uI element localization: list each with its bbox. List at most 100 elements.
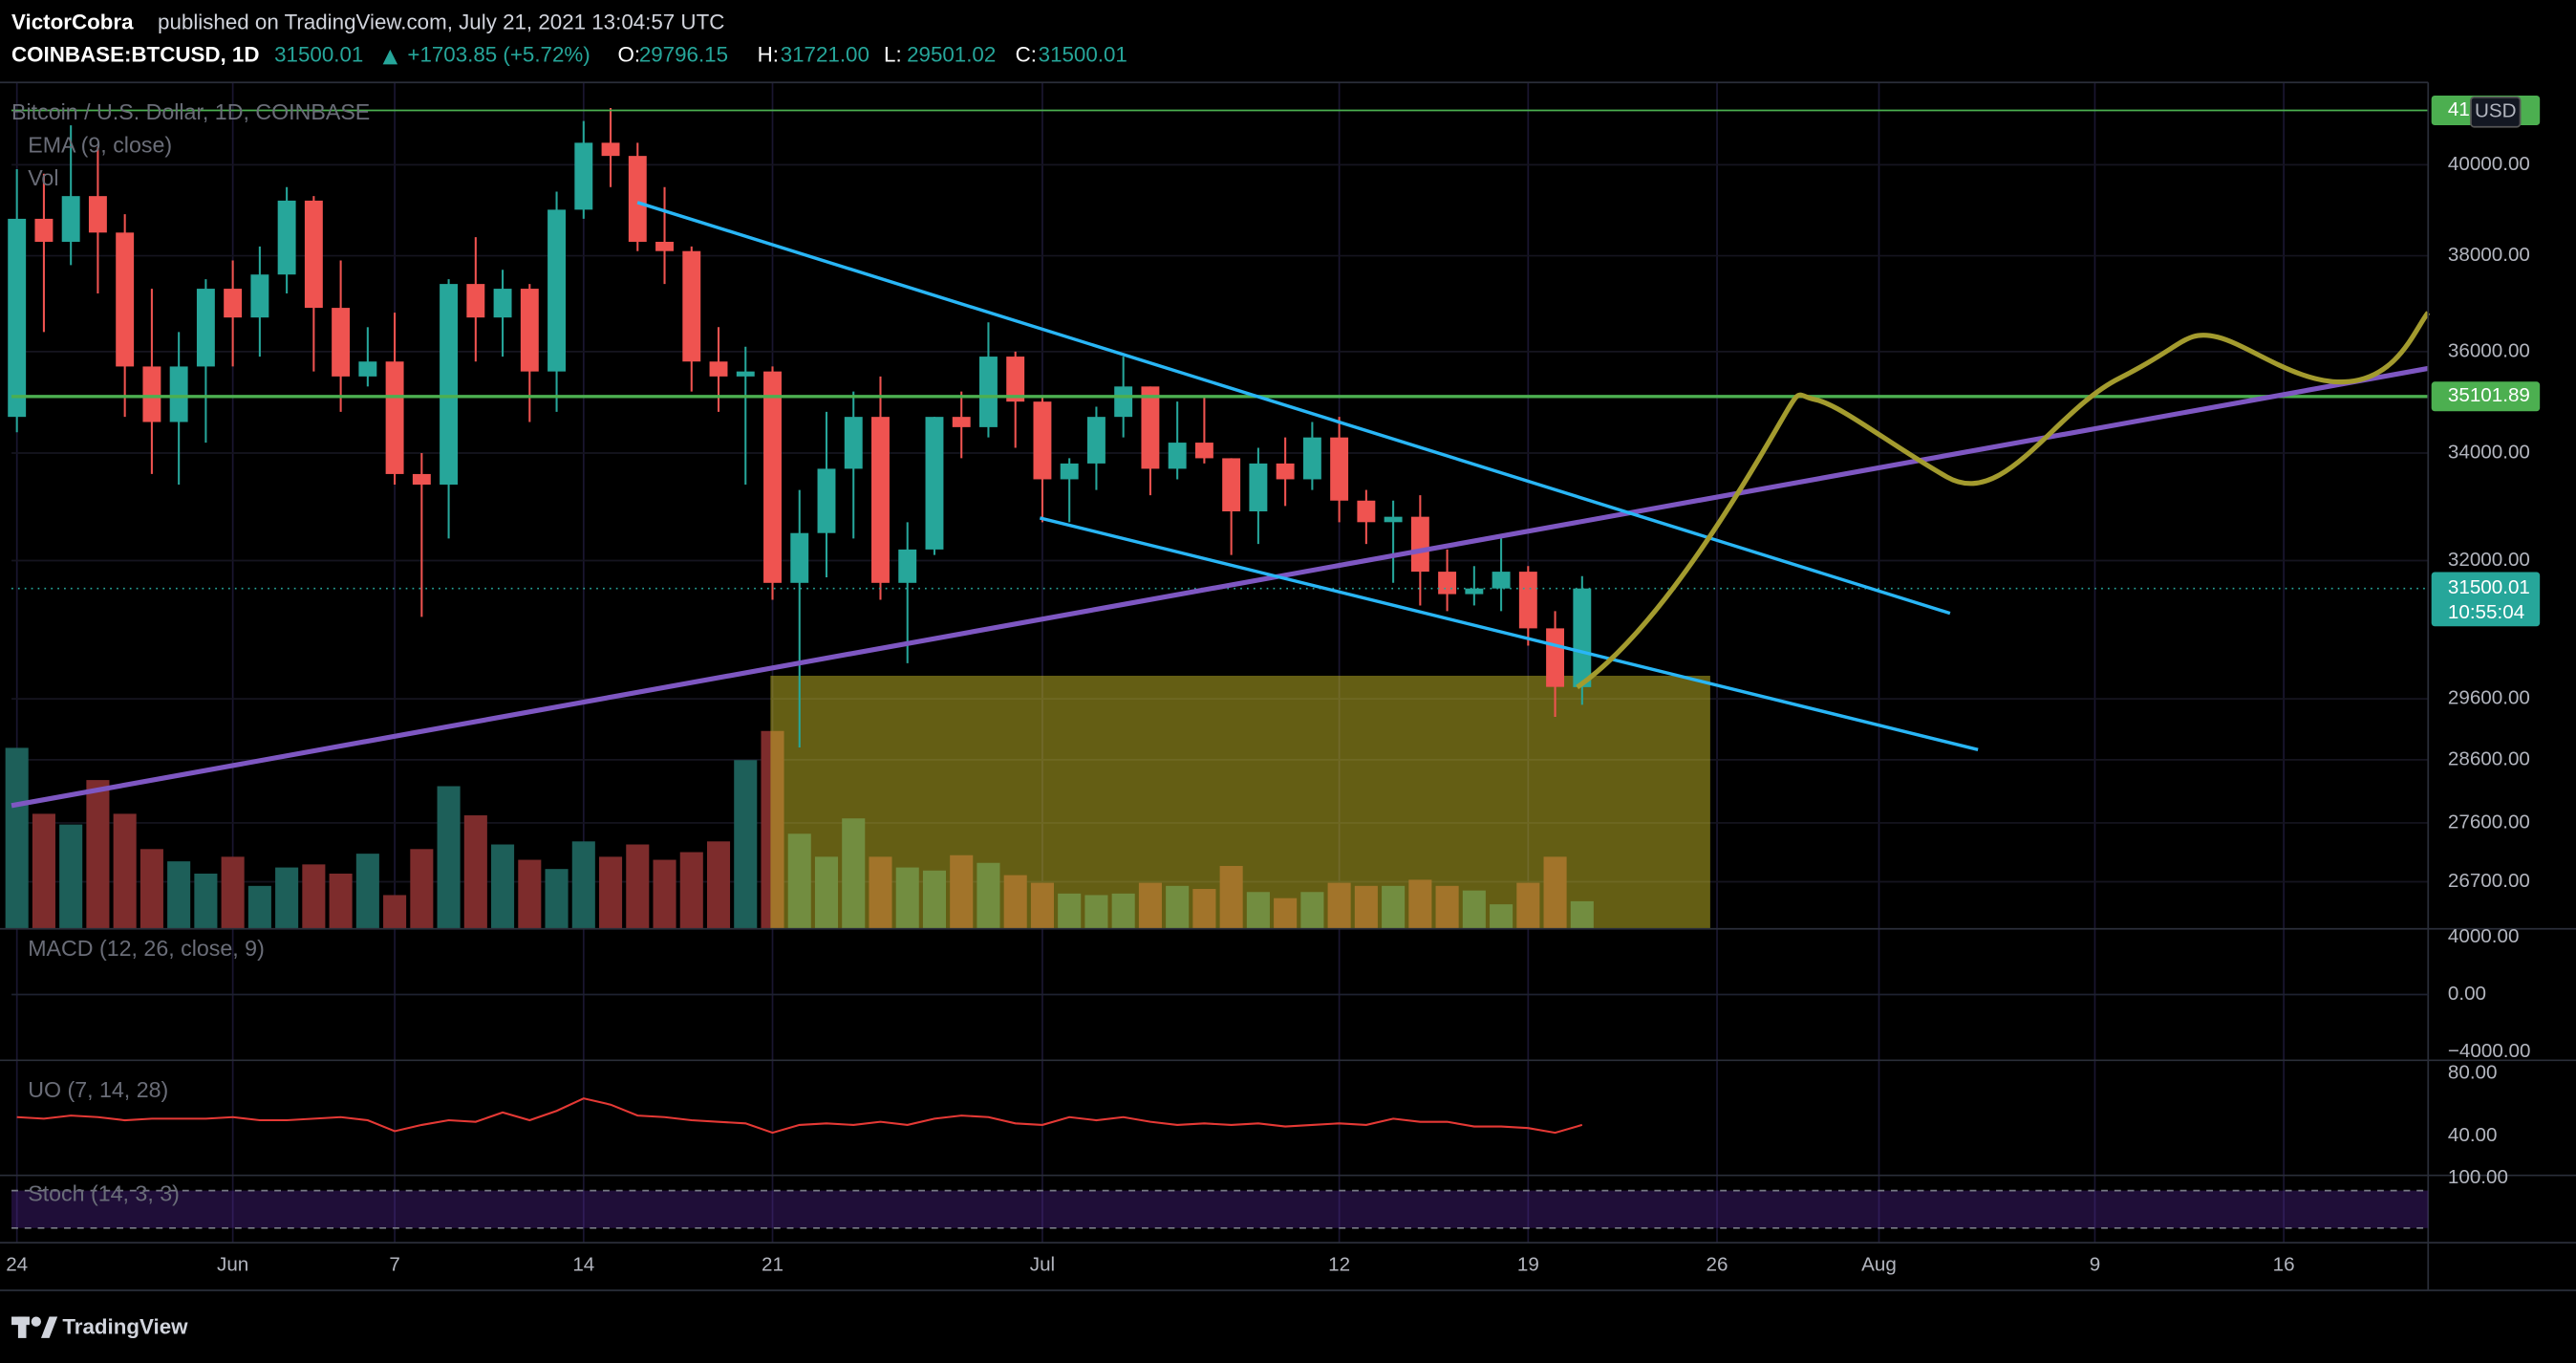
candle-body bbox=[1222, 458, 1241, 511]
published: published on TradingView.com, July 21, 2… bbox=[158, 10, 724, 33]
brand: TradingView bbox=[62, 1314, 188, 1338]
candle-body bbox=[844, 417, 863, 469]
candle-body bbox=[1194, 443, 1213, 459]
candle-body bbox=[116, 232, 135, 367]
author: VictorCobra bbox=[11, 10, 134, 33]
volume-bar bbox=[221, 856, 245, 929]
candle-layer bbox=[8, 108, 2429, 747]
volume-bar bbox=[194, 873, 218, 929]
candle-body bbox=[925, 417, 944, 550]
volume-bar bbox=[626, 844, 650, 929]
y-tick-label: 100.00 bbox=[2448, 1166, 2508, 1188]
y-tick-label: 4000.00 bbox=[2448, 925, 2520, 947]
x-tick-label: 19 bbox=[1517, 1254, 1539, 1276]
y-tick-label: −4000.00 bbox=[2448, 1040, 2531, 1062]
candle-body bbox=[763, 371, 782, 583]
y-tick-label: 32000.00 bbox=[2448, 549, 2530, 571]
x-tick-label: 21 bbox=[762, 1254, 784, 1276]
candle-body bbox=[1249, 463, 1268, 511]
chart-title: Bitcoin / U.S. Dollar, 1D, COINBASE bbox=[11, 99, 370, 124]
candle-body bbox=[1546, 628, 1565, 687]
candle-body bbox=[1492, 572, 1511, 589]
level-label: 35101.89 bbox=[2448, 384, 2530, 406]
volume-bar bbox=[167, 861, 191, 929]
candle-body bbox=[574, 142, 593, 210]
logo bbox=[11, 1316, 58, 1338]
volume-bar bbox=[410, 849, 434, 929]
candle-body bbox=[547, 209, 567, 372]
last-price: 31500.01 bbox=[274, 43, 363, 67]
volume-bar bbox=[86, 780, 110, 929]
candle-body bbox=[601, 142, 620, 157]
change: +1703.85 (+5.72%) bbox=[407, 43, 590, 67]
candle-body bbox=[1518, 572, 1537, 629]
candle-body bbox=[520, 289, 539, 372]
y-tick-label: 40.00 bbox=[2448, 1124, 2498, 1146]
last-price-badge bbox=[2431, 572, 2541, 627]
volume-bar bbox=[355, 854, 379, 929]
candle-body bbox=[34, 218, 54, 242]
volume-bar bbox=[32, 813, 55, 929]
channel-line bbox=[636, 201, 1951, 616]
candle-body bbox=[1573, 588, 1592, 687]
y-tick-label: 0.00 bbox=[2448, 983, 2486, 1005]
candle-body bbox=[466, 284, 485, 318]
x-tick-label: 12 bbox=[1328, 1254, 1350, 1276]
y-tick-label: 27600.00 bbox=[2448, 811, 2530, 833]
candle-body bbox=[1330, 437, 1349, 501]
candle-body bbox=[1276, 463, 1295, 480]
x-tick-label: Jun bbox=[217, 1254, 248, 1276]
candle-body bbox=[1114, 386, 1133, 418]
candle-body bbox=[1438, 572, 1457, 595]
volume-bar bbox=[518, 859, 542, 929]
volume-bar bbox=[734, 760, 758, 929]
x-tick-label: 14 bbox=[572, 1254, 594, 1276]
y-tick-label: 26700.00 bbox=[2448, 870, 2530, 892]
volume-bar bbox=[491, 844, 515, 929]
drawings bbox=[11, 201, 2431, 809]
last-price-label: 31500.01 bbox=[2448, 576, 2530, 598]
x-tick-label: 9 bbox=[2090, 1254, 2100, 1276]
y-tick-label: 29600.00 bbox=[2448, 687, 2530, 709]
candle-body bbox=[790, 532, 809, 583]
candle-body bbox=[440, 284, 459, 486]
demand-zone bbox=[770, 675, 1710, 929]
countdown: 10:55:04 bbox=[2448, 601, 2524, 623]
y-tick-label: 38000.00 bbox=[2448, 244, 2530, 266]
candle-body bbox=[1168, 443, 1187, 469]
ohlc-label: H: bbox=[758, 43, 779, 67]
ohlc-label: L: bbox=[884, 43, 902, 67]
candle-body bbox=[1141, 386, 1160, 469]
candle-body bbox=[655, 241, 674, 251]
volume-bar bbox=[140, 849, 163, 929]
candle-body bbox=[1060, 463, 1079, 480]
candle-body bbox=[1410, 516, 1429, 573]
volume-bar bbox=[247, 885, 271, 929]
y-tick-label: 28600.00 bbox=[2448, 747, 2530, 769]
candle-body bbox=[277, 200, 296, 275]
volume-bar bbox=[302, 864, 326, 929]
level-badge bbox=[2431, 381, 2541, 412]
candle-body bbox=[358, 361, 377, 377]
volume-bar bbox=[679, 852, 703, 929]
x-tick-label: Jul bbox=[1030, 1254, 1055, 1276]
candle-body bbox=[412, 473, 431, 486]
candle-body bbox=[61, 196, 80, 242]
volume-bar bbox=[437, 786, 461, 929]
logo-mark bbox=[31, 1316, 41, 1327]
candle-body bbox=[817, 468, 836, 533]
volume-bar bbox=[59, 824, 83, 929]
pane-title: Stoch (14, 3, 3) bbox=[28, 1180, 180, 1205]
ohlc-label: C: bbox=[1016, 43, 1037, 67]
volume-bar bbox=[571, 841, 595, 929]
logo-mark bbox=[17, 1316, 27, 1338]
candle-body bbox=[709, 361, 728, 377]
candle-body bbox=[898, 549, 917, 583]
candle-body bbox=[1302, 437, 1321, 480]
candle-body bbox=[169, 366, 188, 422]
candle-body bbox=[628, 156, 647, 242]
trend-line bbox=[11, 365, 2429, 809]
symbol: COINBASE:BTCUSD, 1D bbox=[11, 43, 259, 67]
ohlc-value: 31500.01 bbox=[1039, 43, 1127, 67]
